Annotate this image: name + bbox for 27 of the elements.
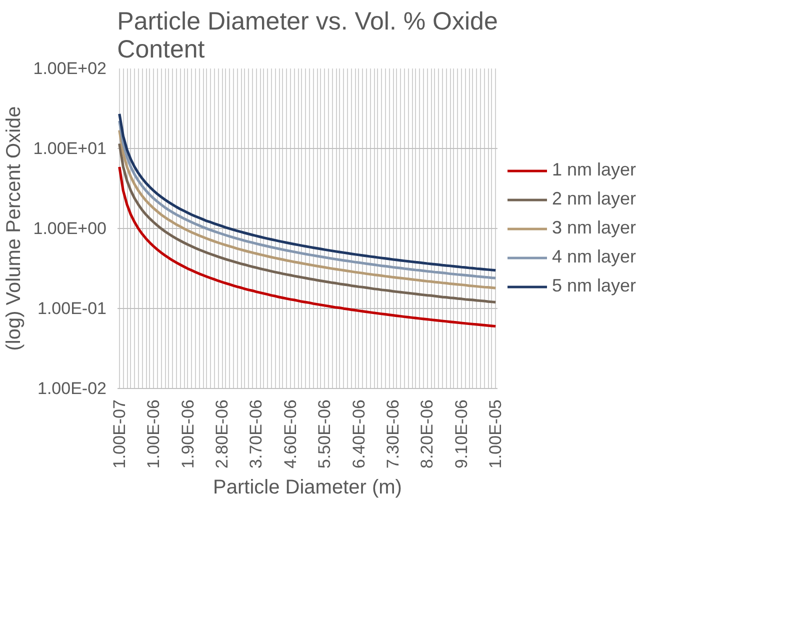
legend-label: 3 nm layer [552, 218, 636, 238]
line-series [118, 166, 497, 328]
x-tick-label: 5.50E-06 [315, 399, 334, 468]
legend-label: 1 nm layer [552, 160, 636, 180]
x-tick-label: 1.00E-05 [486, 399, 506, 468]
chart-title: Particle Diameter vs. Vol. % Oxide Content [117, 8, 498, 64]
x-tick-label: 6.40E-06 [349, 399, 368, 468]
y-tick-label: 1.00E-01 [38, 299, 107, 318]
line-series [118, 142, 497, 304]
x-axis-title: Particle Diameter (m) [213, 476, 402, 498]
x-tick-label: 7.30E-06 [384, 399, 402, 468]
x-tick-label: 1.00E-06 [144, 399, 164, 468]
legend-label: 4 nm layer [552, 246, 636, 268]
x-tick-label: 9.10E-06 [452, 399, 471, 468]
y-tick-label: 1.00E+00 [33, 219, 107, 238]
legend-label: 2 nm layer [552, 188, 636, 210]
x-tick-label: 3.70E-06 [246, 399, 266, 468]
x-tick-label: 4.60E-06 [280, 399, 300, 468]
x-tick-label: 1.90E-06 [178, 399, 198, 468]
x-tick-label: 1.00E-07 [110, 399, 129, 468]
x-tick-label: 2.80E-06 [212, 399, 232, 468]
y-tick-label: 1.00E-02 [38, 379, 107, 398]
y-axis-title: (log) Volume Percent Oxide [3, 106, 26, 351]
legend-label: 5 nm layer [552, 276, 636, 296]
y-tick-label: 1.00E+02 [33, 59, 107, 78]
x-tick-label: 8.20E-06 [418, 399, 437, 468]
y-tick-label: 1.00E+01 [33, 139, 107, 158]
